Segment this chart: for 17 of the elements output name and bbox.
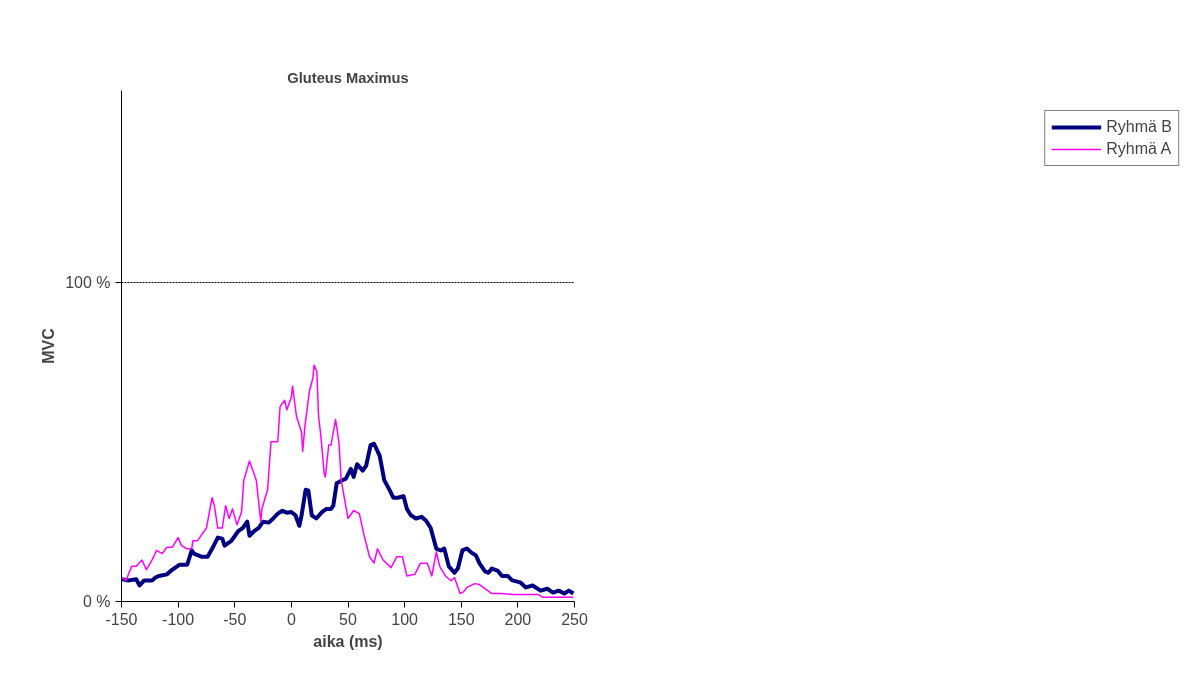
- x-tick-label: 50: [339, 610, 357, 628]
- y-tick-label: 0 %: [82, 593, 111, 610]
- line-series: [121, 441, 575, 596]
- x-tick-label: 250: [561, 610, 588, 628]
- y-axis-title: MVC: [40, 327, 58, 364]
- legend-label: Ryhmä B: [1106, 118, 1172, 136]
- x-tick-label: 200: [504, 610, 532, 628]
- x-tick-label: -100: [162, 610, 195, 628]
- y-tick-label: 100 %: [65, 273, 111, 291]
- x-tick-label: 0: [286, 610, 296, 628]
- x-tick-label: -150: [105, 610, 138, 628]
- x-tick-label: 150: [447, 610, 475, 628]
- legend-label: Ryhmä A: [1106, 140, 1172, 158]
- x-tick-label: 100: [391, 610, 419, 628]
- chart-title: Gluteus Maximus: [287, 69, 409, 86]
- x-tick-label: -50: [223, 610, 247, 628]
- x-axis-title: aika (ms): [313, 632, 383, 650]
